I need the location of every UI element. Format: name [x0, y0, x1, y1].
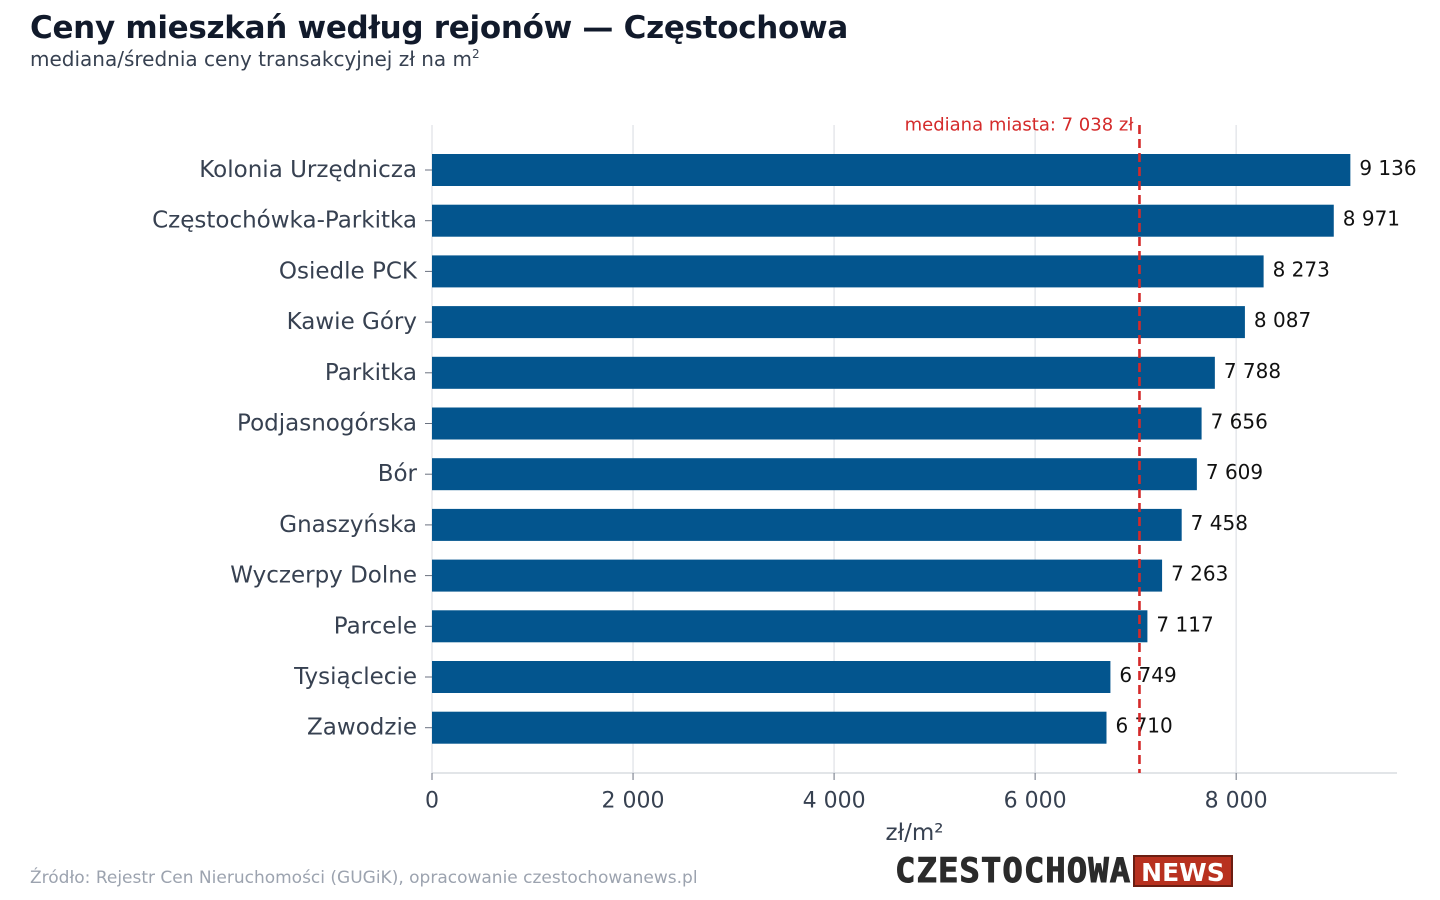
value-label: 7 117 [1156, 612, 1213, 636]
category-label: Podjasnogórska [237, 411, 417, 437]
x-tick-label: 2 000 [602, 789, 665, 814]
bar [432, 407, 1202, 440]
chart-title: Ceny mieszkań według rejonów — Częstocho… [30, 10, 849, 46]
value-label: 6 710 [1115, 714, 1172, 738]
category-label: Zawodzie [307, 715, 417, 741]
publisher-logo: CZESTOCHOWA NEWS [894, 851, 1233, 891]
bar [432, 711, 1107, 744]
value-label: 8 087 [1254, 308, 1311, 332]
subtitle-superscript: 2 [472, 47, 480, 61]
category-label: Parcele [334, 613, 417, 639]
bar [432, 306, 1245, 339]
category-label: Kawie Góry [287, 309, 417, 335]
logo-badge: NEWS [1133, 855, 1233, 887]
category-label: Kolonia Urzędnicza [199, 157, 417, 183]
bar [432, 154, 1351, 186]
x-tick-label: 0 [425, 789, 439, 814]
value-label: 7 656 [1211, 410, 1268, 434]
category-label: Tysiąclecie [293, 664, 417, 690]
x-axis-label: zł/m² [886, 820, 944, 846]
value-label: 7 458 [1191, 511, 1248, 535]
bar [432, 356, 1215, 389]
category-label: Parkitka [325, 360, 417, 386]
logo-text: CZESTOCHOWA [894, 851, 1132, 891]
category-label: Osiedle PCK [279, 258, 418, 284]
chart-subtitle: mediana/średnia ceny transakcyjnej zł na… [30, 47, 480, 71]
bar [432, 508, 1182, 541]
bar [432, 255, 1264, 288]
value-label: 9 136 [1359, 156, 1416, 180]
bar [432, 559, 1163, 592]
category-label: Gnaszyńska [279, 512, 417, 538]
category-label: Wyczerpy Dolne [230, 563, 417, 589]
value-label: 8 971 [1343, 207, 1400, 231]
category-label: Częstochówka-Parkitka [152, 208, 417, 234]
bar [432, 458, 1197, 491]
x-tick-label: 8 000 [1205, 789, 1268, 814]
value-label: 8 273 [1273, 257, 1330, 281]
bar [432, 661, 1111, 693]
x-tick-label: 4 000 [803, 789, 866, 814]
x-tick-label: 6 000 [1004, 789, 1067, 814]
category-label: Bór [378, 461, 418, 487]
value-label: 6 749 [1119, 663, 1176, 687]
value-label: 7 788 [1224, 359, 1281, 383]
value-label: 7 263 [1171, 562, 1228, 586]
city-median-label: mediana miasta: 7 038 zł [905, 115, 1135, 136]
value-label: 7 609 [1206, 460, 1263, 484]
bar [432, 204, 1334, 237]
source-note: Źródło: Rejestr Cen Nieruchomości (GUGiK… [30, 868, 698, 888]
subtitle-text: mediana/średnia ceny transakcyjnej zł na… [30, 47, 473, 71]
bar [432, 610, 1148, 643]
